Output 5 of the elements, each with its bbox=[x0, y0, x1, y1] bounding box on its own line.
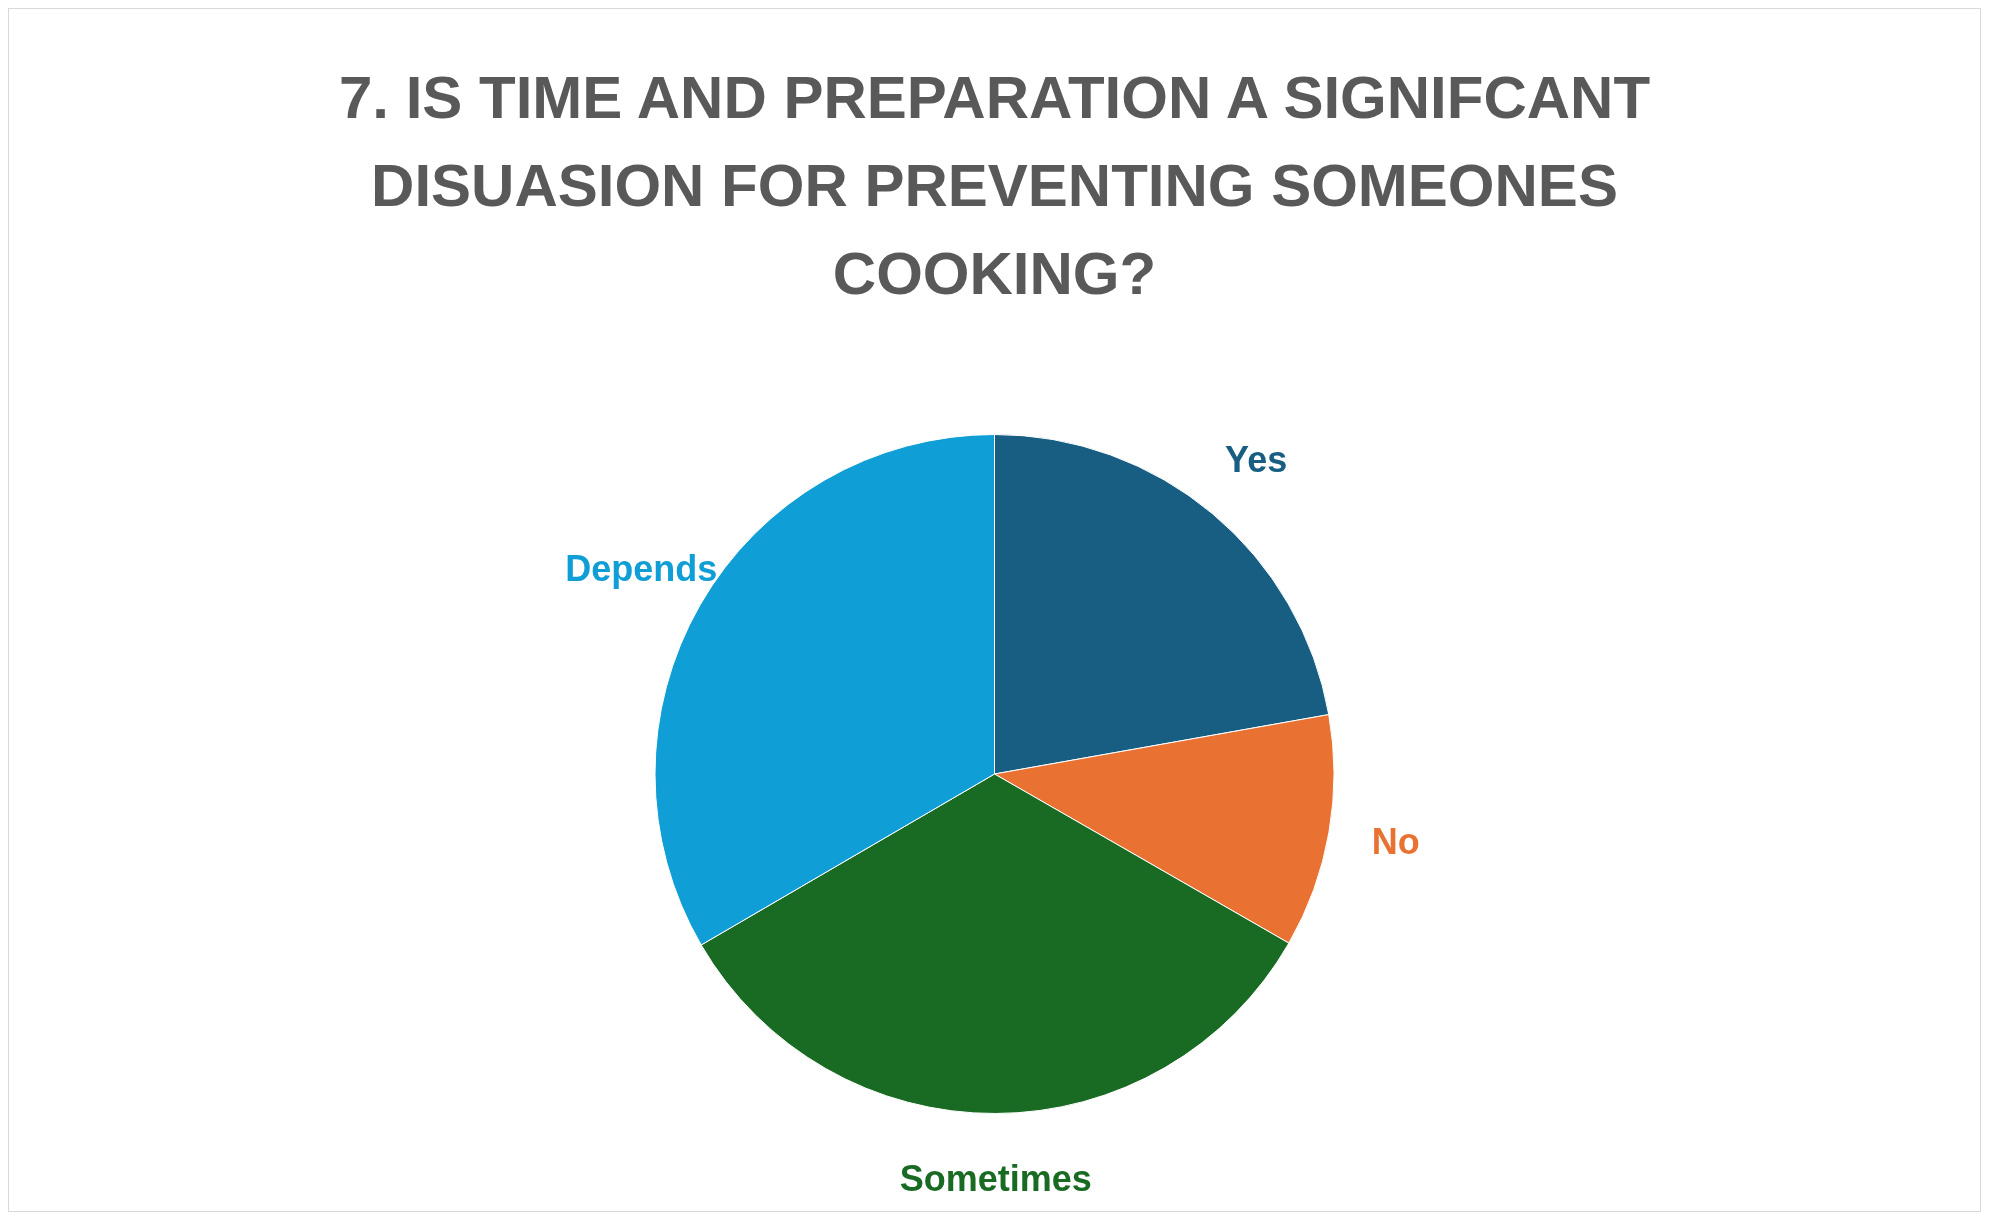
slice-label: No bbox=[1371, 820, 1420, 862]
slice-label: Sometimes bbox=[899, 1158, 1092, 1200]
slice-label: Depends bbox=[565, 547, 718, 589]
slice-label: Yes bbox=[1225, 438, 1288, 480]
chart-title: 7. IS TIME AND PREPARATION A SIGNIFCANT DISUASION FOR PREVENTING SOMEONES COOKING? bbox=[337, 63, 1652, 309]
